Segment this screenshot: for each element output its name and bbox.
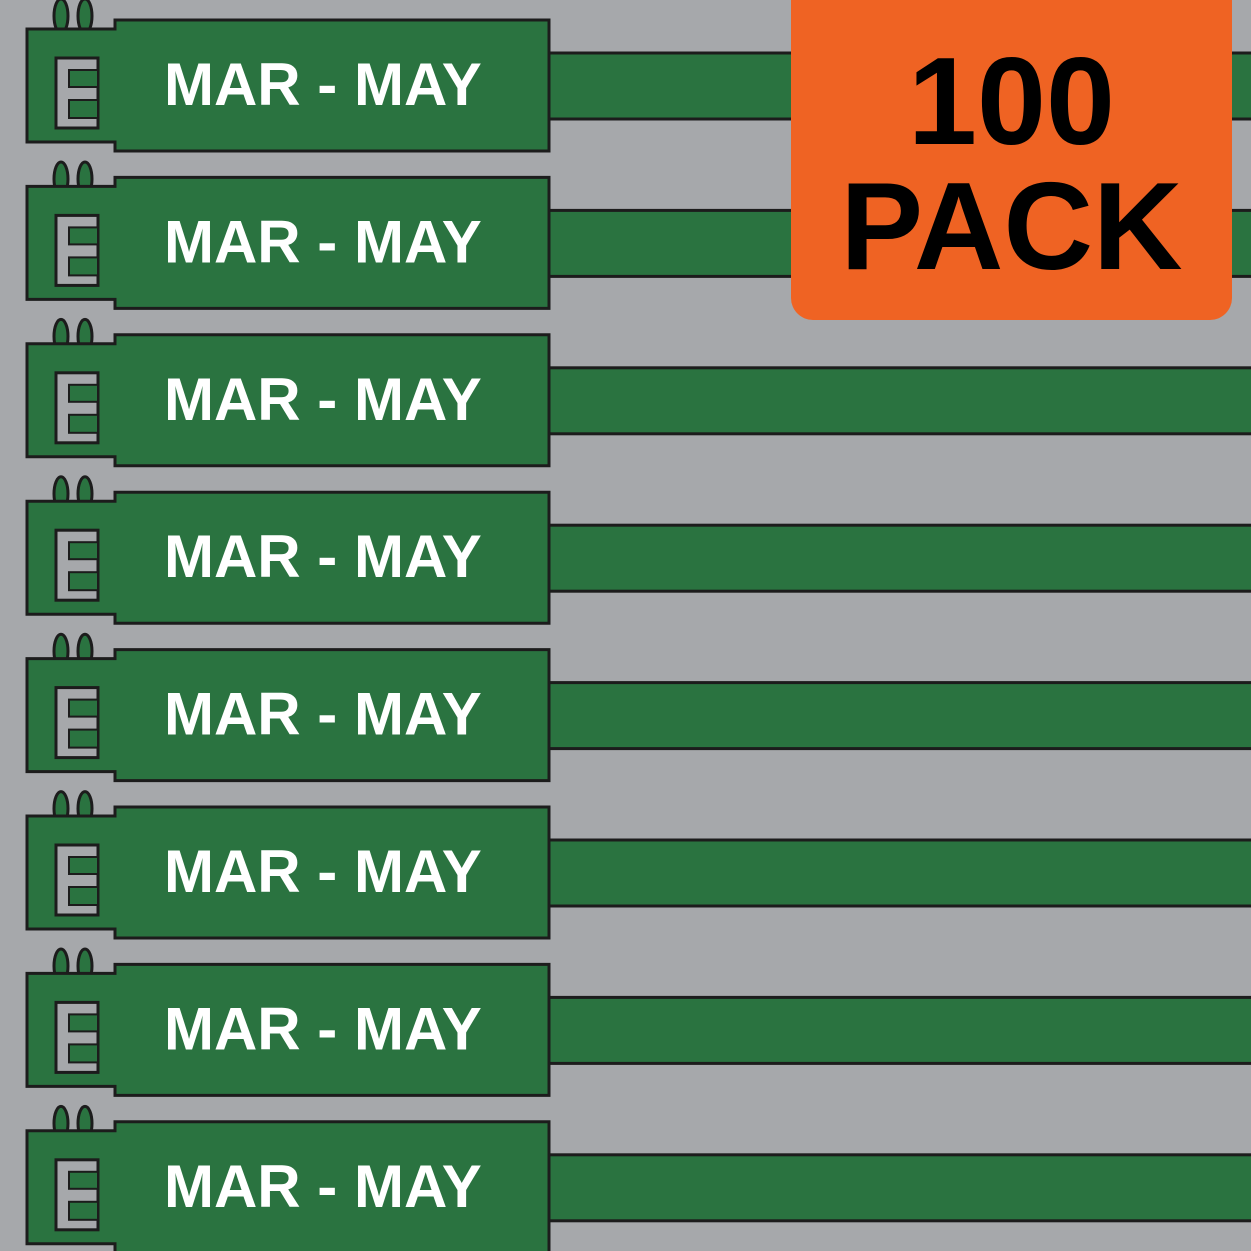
tag-label: MAR - MAY (164, 995, 482, 1062)
tag-label: MAR - MAY (164, 523, 482, 590)
tag: MAR - MAY (25, 490, 1251, 625)
letter-e-slot-icon (54, 843, 100, 917)
tag-strap (547, 1153, 1251, 1223)
tag-label: MAR - MAY (164, 51, 482, 118)
badge-count: 100 (908, 33, 1115, 171)
tag-label: MAR - MAY (164, 1153, 482, 1220)
tag-strap (547, 995, 1251, 1065)
tag-body (25, 490, 551, 625)
tag: MAR - MAY (25, 1120, 1251, 1251)
tag-strap (547, 681, 1251, 751)
tag: MAR - MAY (25, 648, 1251, 783)
tag-label: MAR - MAY (164, 838, 482, 905)
tag-body (25, 1120, 551, 1251)
tag: MAR - MAY (25, 962, 1251, 1097)
letter-e-slot-icon (54, 56, 100, 130)
tag-body (25, 18, 551, 153)
tag-body (25, 333, 551, 468)
tag-body (25, 648, 551, 783)
tag-strap (547, 523, 1251, 593)
letter-e-slot-icon (54, 1000, 100, 1074)
badge-pack-label: PACK (840, 158, 1183, 296)
pack-count-badge: 100 PACK (791, 0, 1232, 320)
tag-strap (547, 838, 1251, 908)
tag-body (25, 805, 551, 940)
tag-label: MAR - MAY (164, 681, 482, 748)
letter-e-slot-icon (54, 213, 100, 287)
letter-e-slot-icon (54, 528, 100, 602)
letter-e-slot-icon (54, 371, 100, 445)
tag-label: MAR - MAY (164, 366, 482, 433)
tag-body (25, 962, 551, 1097)
tag: MAR - MAY (25, 805, 1251, 940)
tag-strap (547, 366, 1251, 436)
tag: MAR - MAY (25, 333, 1251, 468)
tag-body (25, 175, 551, 310)
letter-e-slot-icon (54, 686, 100, 760)
letter-e-slot-icon (54, 1158, 100, 1232)
tag-label: MAR - MAY (164, 208, 482, 275)
